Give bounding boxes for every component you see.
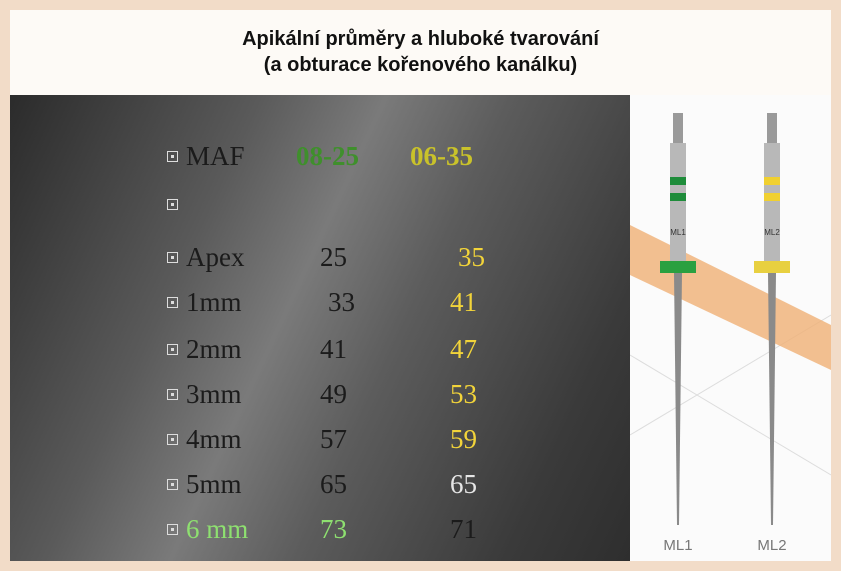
cell: 65 xyxy=(450,469,477,500)
subtitle: (a obturace kořenového kanálku) xyxy=(10,52,831,78)
header: Apikální průměry a hluboké tvarování (a … xyxy=(10,10,831,95)
table-row: MAF 08-25 06-35 xyxy=(10,137,630,177)
file-label: ML2 xyxy=(757,537,786,554)
row-label: Apex xyxy=(186,242,244,273)
cell: 49 xyxy=(320,379,347,410)
slide: MAF 08-25 06-35 Apex 25 35 1mm 33 41 2mm… xyxy=(10,95,630,561)
table-row: Apex 25 35 xyxy=(10,238,630,278)
cell: 33 xyxy=(328,287,355,318)
row-label: 3mm xyxy=(186,379,242,410)
row-label: 4mm xyxy=(186,424,242,455)
shaft-label: ML2 xyxy=(764,228,780,237)
cell: 41 xyxy=(450,287,477,318)
cell: 25 xyxy=(320,242,347,273)
table-row xyxy=(10,185,630,225)
cell: 41 xyxy=(320,334,347,365)
row-label: 5mm xyxy=(186,469,242,500)
table-row: 3mm 49 53 xyxy=(10,375,630,415)
page: Apikální průměry a hluboké tvarování (a … xyxy=(0,0,841,571)
cell: 35 xyxy=(458,242,485,273)
file-label: ML1 xyxy=(663,537,692,554)
row-label: MAF xyxy=(186,141,245,172)
cell: 59 xyxy=(450,424,477,455)
cell: 06-35 xyxy=(410,141,473,172)
table-row: 1mm 33 41 xyxy=(10,283,630,323)
shaft-label: ML1 xyxy=(670,228,686,237)
title: Apikální průměry a hluboké tvarování xyxy=(10,26,831,52)
cell: 53 xyxy=(450,379,477,410)
table-row: 5mm 65 65 xyxy=(10,465,630,505)
table-row: 2mm 41 47 xyxy=(10,330,630,370)
row-label: 1mm xyxy=(186,287,242,318)
cell: 08-25 xyxy=(296,141,359,172)
row-label: 2mm xyxy=(186,334,242,365)
cell: 73 xyxy=(320,514,347,545)
cell: 47 xyxy=(450,334,477,365)
row-label: 6 mm xyxy=(186,514,248,545)
table-row: 4mm 57 59 xyxy=(10,420,630,460)
table-row: 6 mm 73 71 xyxy=(10,510,630,550)
cell: 65 xyxy=(320,469,347,500)
file-photo: ML1 ML2 ML1 ML2 xyxy=(630,95,831,561)
cell: 57 xyxy=(320,424,347,455)
cell: 71 xyxy=(450,514,477,545)
